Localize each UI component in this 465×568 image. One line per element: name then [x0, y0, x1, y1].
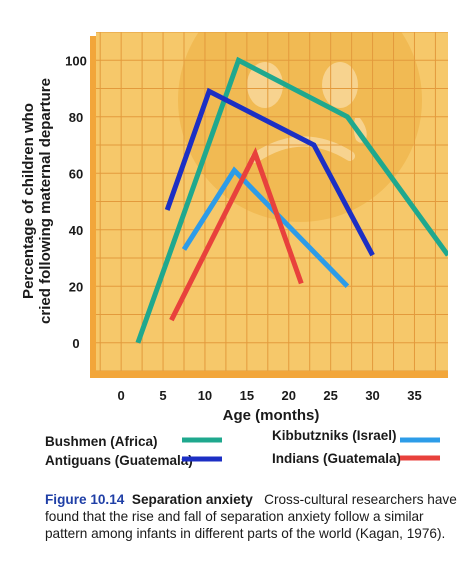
x-tick-label: 20: [282, 388, 296, 403]
y-tick-label: 0: [72, 336, 79, 351]
legend: Bushmen (Africa) Antiguans (Guatemala) K…: [45, 428, 440, 468]
face-right-eye: [322, 62, 358, 108]
legend-item-bushmen: Bushmen (Africa): [45, 434, 222, 449]
x-tick-label: 10: [198, 388, 212, 403]
y-tick-label: 100: [65, 53, 87, 68]
legend-item-indians: Indians (Guatemala): [272, 451, 440, 466]
grid: [96, 32, 448, 371]
y-axis-title-line-2: cried following maternal departure: [37, 78, 54, 324]
x-tick-label: 35: [407, 388, 421, 403]
y-tick-label: 80: [69, 110, 83, 125]
series-line-2: [164, 87, 375, 257]
legend-label-antiguans: Antiguans (Guatemala): [45, 453, 193, 468]
legend-label-bushmen: Bushmen (Africa): [45, 434, 158, 449]
y-tick-label: 20: [69, 279, 83, 294]
series-line-4: [169, 147, 304, 322]
x-tick-label: 15: [240, 388, 254, 403]
x-tick-label: 30: [365, 388, 379, 403]
x-tick-label: 0: [118, 388, 125, 403]
figure-title: Separation anxiety: [131, 492, 253, 507]
x-axis-title: Age (months): [223, 407, 320, 424]
legend-item-kibbutzniks: Kibbutzniks (Israel): [272, 428, 440, 443]
figure-caption: Figure 10.14 Separation anxiety Cross-cu…: [45, 491, 460, 542]
face-left-eye: [247, 62, 283, 108]
x-tick-label: 5: [159, 388, 166, 403]
series-line-3: [181, 166, 350, 289]
x-axis-ticks: 0 5 10 15 20 25 30 35: [118, 388, 422, 403]
series-line-1: [135, 56, 448, 344]
y-tick-label: 40: [69, 223, 83, 238]
y-axis-ticks: 0 20 40 60 80 100: [65, 53, 87, 351]
y-axis-title-line-1: Percentage of children who: [20, 103, 37, 299]
figure-number: Figure 10.14: [45, 492, 125, 507]
y-tick-label: 60: [69, 166, 83, 181]
legend-item-antiguans: Antiguans (Guatemala): [45, 453, 222, 468]
legend-label-kibbutzniks: Kibbutzniks (Israel): [272, 428, 397, 443]
caption-text: Cross-cultural researchers have found th…: [45, 492, 457, 541]
series-lines: [135, 56, 448, 344]
legend-label-indians: Indians (Guatemala): [272, 451, 401, 466]
x-tick-label: 25: [323, 388, 337, 403]
